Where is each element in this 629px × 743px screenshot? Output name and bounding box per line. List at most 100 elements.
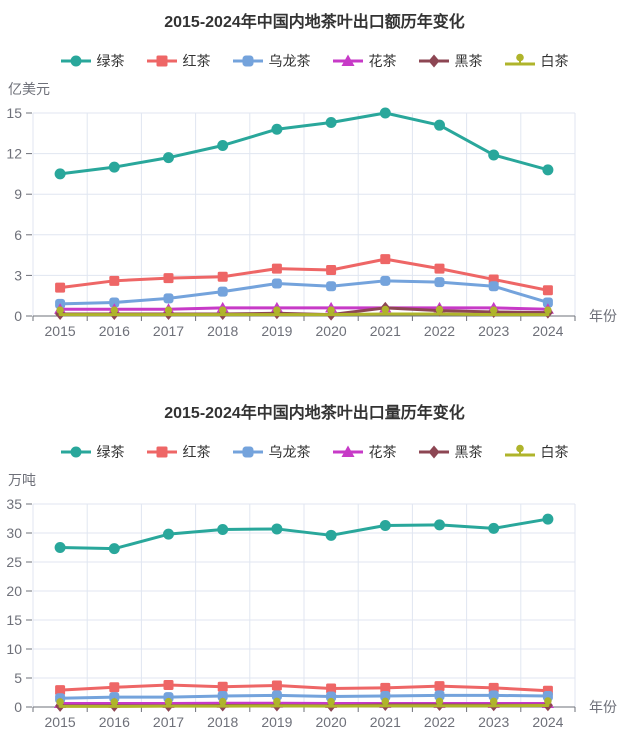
series-line — [58, 306, 550, 311]
marker-triangle — [341, 445, 354, 457]
legend-label: 花茶 — [368, 53, 397, 69]
marker-square — [380, 682, 391, 693]
marker-square — [55, 282, 66, 293]
marker-roundrect — [380, 690, 391, 701]
x-tick-label: 2018 — [207, 714, 238, 730]
marker-circle — [163, 528, 174, 540]
legend-label: 红茶 — [182, 444, 211, 460]
x-tick-label: 2017 — [153, 323, 184, 339]
legend-item-白茶[interactable]: 白茶 — [504, 442, 569, 462]
series-line — [58, 693, 550, 700]
marker-square — [542, 285, 553, 296]
series-白茶 — [56, 305, 552, 317]
marker-roundrect — [109, 297, 120, 308]
marker-circle — [54, 542, 66, 553]
marker-roundrect — [242, 446, 253, 458]
legend-item-乌龙茶[interactable]: 乌龙茶 — [232, 51, 311, 71]
marker-circle — [434, 519, 445, 531]
legend-label: 乌龙茶 — [268, 53, 311, 69]
y-tick-label: 30 — [6, 525, 22, 541]
x-tick-label: 2016 — [99, 323, 130, 339]
marker-circle — [488, 522, 500, 534]
legend-item-绿茶[interactable]: 绿茶 — [60, 51, 125, 71]
series-line — [58, 517, 550, 551]
marker-circle — [542, 164, 554, 176]
marker-pin — [327, 697, 335, 706]
marker-diamond — [428, 445, 439, 459]
marker-roundrect — [434, 277, 445, 288]
marker-circle — [325, 529, 337, 541]
x-tick-label: 2023 — [478, 323, 509, 339]
legend-label: 花茶 — [368, 444, 397, 460]
marker-circle — [54, 168, 66, 180]
marker-roundrect — [271, 278, 282, 289]
marker-roundrect — [488, 690, 499, 701]
legend-item-花茶[interactable]: 花茶 — [332, 51, 397, 71]
x-tick-label: 2019 — [261, 323, 292, 339]
marker-square — [380, 254, 391, 265]
y-tick-label: 35 — [6, 496, 22, 512]
marker-circle — [379, 519, 391, 531]
y-tick-label: 3 — [14, 267, 22, 283]
marker-roundrect — [217, 286, 228, 297]
chart-title: 2015-2024年中国内地茶叶出口额历年变化 — [164, 14, 465, 31]
marker-pin — [327, 306, 335, 314]
series-绿茶 — [54, 513, 554, 555]
y-axis-name: 亿美元 — [8, 81, 50, 97]
marker-square — [109, 682, 120, 693]
legend-label: 白茶 — [540, 444, 569, 460]
series-白茶 — [56, 697, 552, 708]
legend-pin — [515, 444, 524, 453]
legend: 绿茶 红茶 乌龙茶 花茶 黑茶 白茶 — [0, 440, 629, 464]
marker-circle — [217, 139, 229, 151]
legend-pin-icon — [504, 444, 535, 457]
marker-pin — [544, 306, 552, 314]
marker-circle — [271, 123, 283, 135]
marker-square — [55, 685, 66, 696]
marker-pin — [110, 698, 119, 706]
x-tick-label: 2022 — [424, 714, 455, 730]
marker-diamond — [428, 54, 439, 68]
legend-item-白茶[interactable]: 白茶 — [504, 51, 569, 71]
legend-diamond-icon — [418, 445, 449, 459]
legend-item-花茶[interactable]: 花茶 — [332, 442, 397, 462]
series-line — [58, 111, 550, 176]
marker-circle — [379, 107, 391, 119]
y-tick-label: 15 — [6, 105, 22, 121]
series-红茶 — [55, 679, 553, 696]
x-axis-name: 年份 — [589, 308, 617, 324]
legend-item-红茶[interactable]: 红茶 — [146, 51, 211, 71]
marker-square — [434, 263, 445, 274]
marker-square — [217, 271, 228, 282]
marker-pin — [56, 698, 64, 706]
x-tick-label: 2016 — [99, 714, 130, 730]
legend-item-乌龙茶[interactable]: 乌龙茶 — [232, 442, 311, 462]
legend-item-红茶[interactable]: 红茶 — [146, 442, 211, 462]
marker-pin — [218, 306, 227, 314]
marker-roundrect — [434, 690, 445, 701]
gridlines — [32, 112, 576, 316]
marker-square — [488, 682, 499, 693]
legend-triangle-icon — [332, 445, 363, 457]
marker-circle — [434, 119, 445, 131]
legend-item-绿茶[interactable]: 绿茶 — [60, 442, 125, 462]
marker-pin — [489, 306, 498, 314]
marker-circle — [542, 513, 554, 525]
marker-square — [156, 446, 167, 458]
series-line — [58, 704, 550, 708]
x-tick-label: 2019 — [261, 714, 292, 730]
marker-pin — [273, 697, 281, 706]
marker-pin — [56, 306, 64, 314]
marker-roundrect — [271, 690, 282, 701]
marker-circle — [108, 543, 120, 555]
legend-item-黑茶[interactable]: 黑茶 — [418, 51, 483, 71]
marker-pin — [489, 697, 498, 706]
series-line — [58, 312, 550, 317]
x-tick-label: 2020 — [316, 323, 347, 339]
series-绿茶 — [54, 107, 554, 180]
y-tick-label: 6 — [14, 227, 22, 243]
marker-pin — [435, 697, 444, 706]
x-tick-label: 2021 — [370, 714, 401, 730]
x-tick-label: 2024 — [532, 323, 563, 339]
legend-item-黑茶[interactable]: 黑茶 — [418, 442, 483, 462]
